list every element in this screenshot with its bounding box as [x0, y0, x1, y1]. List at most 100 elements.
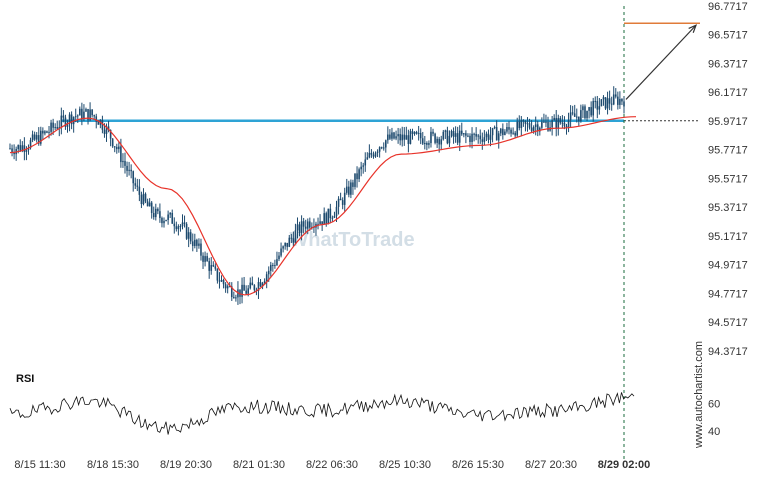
candle-body: [499, 128, 502, 134]
candle-body: [150, 202, 153, 213]
candle-body: [159, 211, 161, 218]
candle-body: [520, 120, 523, 129]
candle-body: [621, 98, 623, 102]
candle-body: [74, 116, 77, 118]
candle-body: [389, 134, 391, 139]
candle-body: [304, 226, 307, 229]
candle-body: [44, 131, 46, 134]
candle-body: [331, 217, 334, 219]
candle-body: [452, 130, 455, 137]
candle-body: [109, 129, 112, 139]
candle-body: [317, 223, 319, 225]
candle-body: [13, 151, 15, 155]
candle-body: [514, 132, 516, 136]
candle-body: [446, 130, 449, 144]
candle-body: [40, 130, 42, 144]
candle-body: [584, 106, 586, 119]
candle-body: [428, 143, 430, 145]
candle-body: [600, 99, 603, 107]
candle-body: [286, 242, 289, 247]
candle-body: [491, 128, 494, 136]
candle-body: [343, 192, 346, 205]
candle-body: [274, 265, 276, 267]
rsi-title: RSI: [16, 373, 34, 385]
candle-body: [154, 208, 157, 218]
candle-body: [235, 297, 237, 299]
candle-body: [95, 116, 98, 122]
candle-body: [510, 129, 512, 134]
candle-body: [524, 120, 527, 124]
x-tick-label: 8/21 01:30: [233, 459, 285, 471]
candle-body: [345, 186, 348, 193]
candle-body: [52, 122, 54, 128]
candle-body: [37, 135, 40, 144]
candle-body: [130, 169, 132, 172]
candle-body: [29, 140, 32, 149]
candle-body: [187, 232, 190, 239]
candle-body: [272, 264, 274, 266]
candle-body: [534, 124, 537, 128]
candle-body: [300, 221, 303, 233]
candle-body: [337, 198, 340, 207]
y-tick-label: 96.5717: [708, 30, 748, 42]
candle-body: [530, 127, 533, 131]
candle-body: [454, 133, 457, 137]
candle-body: [506, 127, 508, 132]
candle-body: [469, 135, 471, 142]
candle-body: [384, 140, 387, 148]
candle-body: [333, 216, 336, 218]
x-tick-label: 8/15 11:30: [14, 459, 65, 471]
candle-body: [580, 110, 582, 122]
candle-body: [368, 152, 371, 158]
candle-body: [23, 145, 26, 152]
candle-body: [257, 282, 260, 291]
candle-body: [276, 259, 278, 266]
candle-body: [563, 122, 566, 127]
candle-body: [79, 108, 81, 116]
candle-body: [35, 135, 38, 140]
candle-body: [241, 284, 243, 297]
candle-body: [290, 237, 293, 239]
candle-body: [323, 213, 325, 225]
candle-body: [403, 134, 406, 140]
candle-body: [224, 284, 227, 289]
y-tick-label: 95.3717: [708, 202, 748, 214]
candle-body: [409, 131, 412, 144]
candle-body: [592, 101, 594, 116]
y-tick-label: 95.5717: [708, 173, 748, 185]
candle-body: [118, 146, 120, 150]
candle-body: [17, 145, 20, 150]
candle-body: [163, 220, 165, 224]
candle-body: [83, 111, 85, 120]
candle-body: [202, 255, 204, 262]
candle-body: [565, 126, 568, 128]
candle-body: [253, 285, 256, 290]
candle-body: [220, 279, 223, 282]
candle-body: [387, 134, 389, 141]
rsi-line: [9, 392, 635, 435]
candle-body: [292, 238, 295, 243]
candle-body: [512, 132, 514, 134]
candle-body: [391, 132, 393, 139]
candle-body: [85, 109, 87, 112]
candle-body: [608, 98, 611, 104]
y-tick-label: 95.7717: [708, 145, 748, 157]
candle-body: [296, 224, 299, 231]
candle-body: [335, 206, 338, 217]
y-tick-label: 96.3717: [708, 58, 748, 70]
candle-body: [31, 134, 34, 141]
candle-body: [50, 122, 52, 132]
candle-body: [561, 122, 564, 124]
candle-body: [473, 133, 475, 135]
candle-body: [582, 106, 584, 111]
candle-body: [598, 106, 601, 110]
candle-body: [364, 159, 367, 166]
candle-body: [218, 280, 221, 282]
y-tick-label: 95.1717: [708, 231, 748, 243]
candle-body: [610, 103, 613, 105]
candle-body: [475, 133, 477, 137]
candle-body: [152, 212, 155, 218]
candle-body: [247, 288, 250, 294]
candle-body: [545, 121, 547, 123]
